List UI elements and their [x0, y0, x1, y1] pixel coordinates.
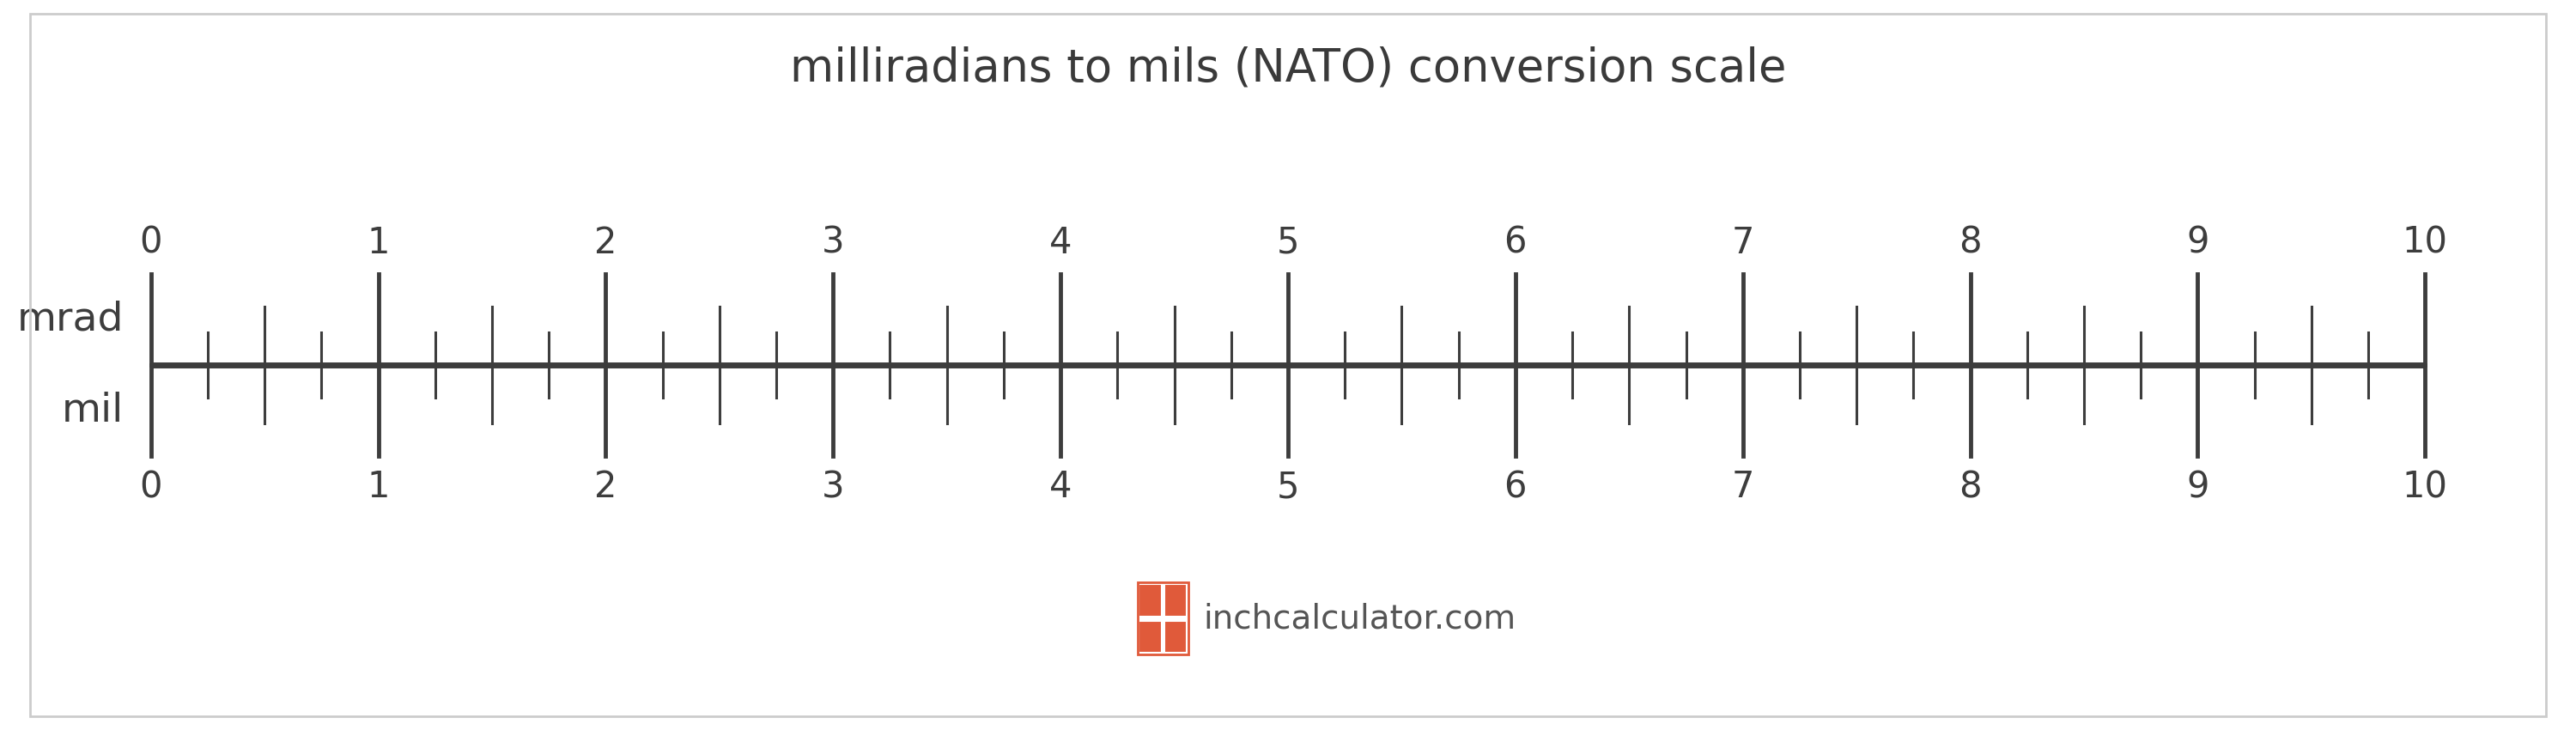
- Text: inchcalculator.com: inchcalculator.com: [1203, 602, 1515, 635]
- Text: mil: mil: [62, 391, 124, 430]
- Bar: [1164, 620, 1188, 653]
- Bar: [1139, 584, 1162, 617]
- Text: 0: 0: [139, 469, 162, 505]
- Text: milliradians to mils (NATO) conversion scale: milliradians to mils (NATO) conversion s…: [791, 46, 1785, 91]
- Text: 7: 7: [1731, 469, 1754, 505]
- Text: 0: 0: [139, 225, 162, 261]
- Text: 8: 8: [1958, 469, 1981, 505]
- Text: 1: 1: [366, 469, 389, 505]
- Text: 6: 6: [1504, 469, 1528, 505]
- Text: 9: 9: [2187, 225, 2210, 261]
- Text: 6: 6: [1504, 225, 1528, 261]
- Text: 1: 1: [366, 225, 389, 261]
- Text: 5: 5: [1278, 225, 1298, 261]
- Text: 10: 10: [2403, 225, 2447, 261]
- Text: mrad: mrad: [15, 300, 124, 339]
- Text: 5: 5: [1278, 469, 1298, 505]
- Text: 2: 2: [595, 225, 618, 261]
- Bar: [1139, 620, 1162, 653]
- Text: 7: 7: [1731, 225, 1754, 261]
- Text: 3: 3: [822, 225, 845, 261]
- Bar: [1139, 583, 1188, 655]
- Text: 2: 2: [595, 469, 618, 505]
- Text: 4: 4: [1048, 469, 1072, 505]
- Text: 4: 4: [1048, 225, 1072, 261]
- Text: 8: 8: [1958, 225, 1981, 261]
- Text: 10: 10: [2403, 469, 2447, 505]
- Text: 9: 9: [2187, 469, 2210, 505]
- Text: 3: 3: [822, 469, 845, 505]
- Bar: [1164, 584, 1188, 617]
